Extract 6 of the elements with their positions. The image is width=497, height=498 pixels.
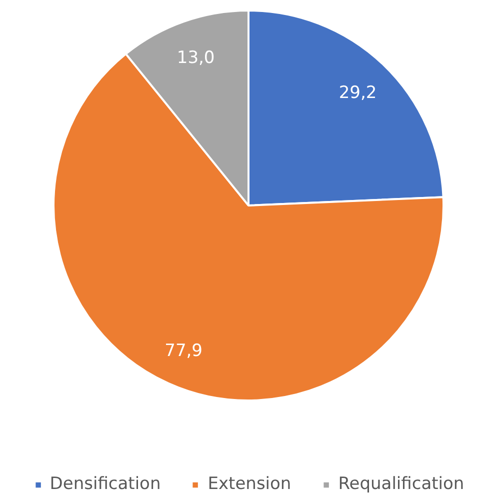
data-label: 13,0 [176, 48, 215, 68]
data-label: 29,2 [338, 82, 377, 103]
legend-label: Densification [50, 474, 161, 494]
legend-label: Requalification [338, 474, 464, 494]
data-label: 77,9 [164, 340, 202, 361]
legend-label: Extension [208, 474, 292, 494]
